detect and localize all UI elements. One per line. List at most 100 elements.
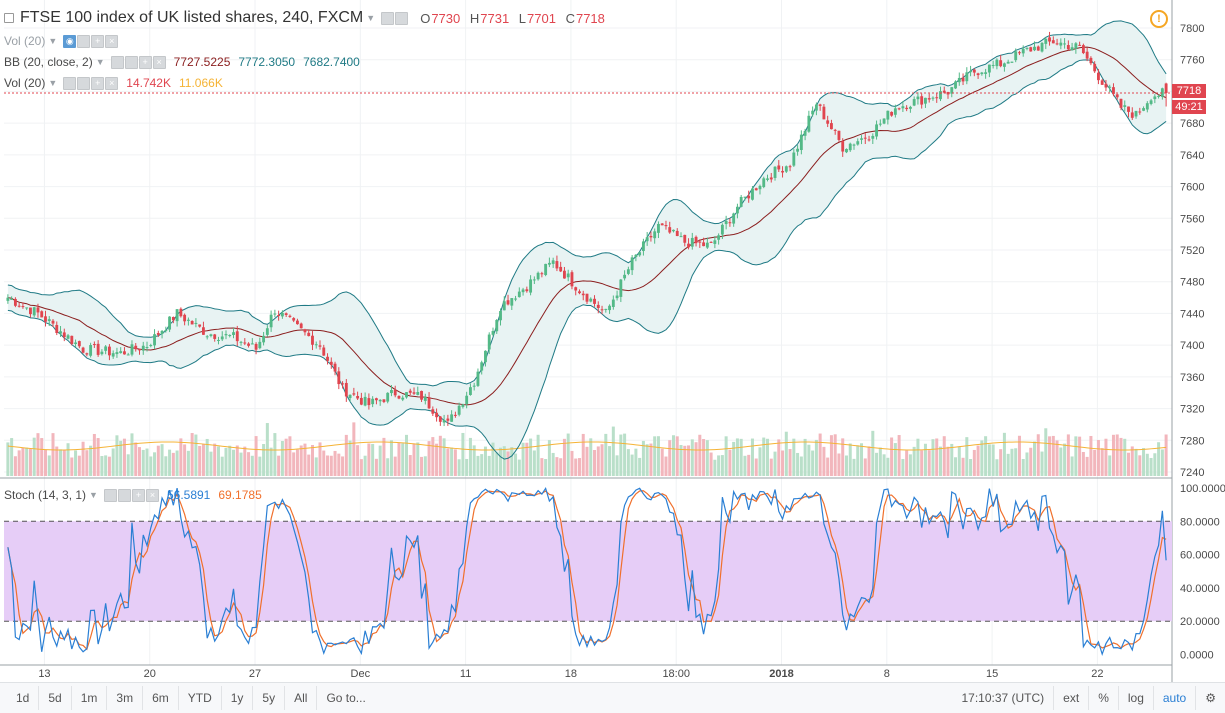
candle-body [153, 334, 156, 346]
candle-body [893, 108, 897, 115]
alert-icon[interactable]: ! [1150, 10, 1168, 28]
volume-bar [972, 449, 976, 476]
visibility-icon[interactable] [110, 55, 124, 69]
candle-body [198, 324, 202, 327]
volume-bar [920, 450, 924, 476]
candle-body [807, 115, 811, 132]
range-1d[interactable]: 1d [0, 686, 40, 710]
volume-bar [389, 440, 393, 476]
candle-body [258, 341, 262, 349]
range-1y[interactable]: 1y [222, 686, 254, 710]
volume-bar [916, 438, 920, 476]
x-tick-label: 11 [460, 668, 471, 680]
settings-icon[interactable] [77, 34, 91, 48]
candle-body [841, 141, 845, 152]
volume-bar [867, 446, 871, 476]
volume-bar [450, 447, 454, 476]
candle-body [1029, 47, 1033, 52]
symbol-dropdown-icon[interactable]: ▼ [366, 13, 376, 23]
volume-bar [1130, 446, 1134, 476]
range-5d[interactable]: 5d [39, 686, 72, 710]
volume-bar [777, 439, 781, 476]
ext-button[interactable]: ext [1054, 686, 1090, 710]
candle-body [239, 341, 243, 343]
clock-time[interactable]: 17:10:37 (UTC) [952, 686, 1055, 710]
close-icon[interactable]: × [105, 34, 119, 48]
candle-body [499, 311, 502, 321]
chart-canvas[interactable]: 7800776077207680764076007560752074807440… [0, 0, 1225, 682]
bb-label[interactable]: BB (20, close, 2) [4, 55, 93, 69]
x-tick-label: 18:00 [662, 668, 690, 680]
settings-icon[interactable] [124, 55, 138, 69]
volume-bar [1074, 436, 1078, 476]
bb-dropdown-icon[interactable]: ▼ [95, 57, 105, 67]
visibility-icon[interactable]: ◉ [63, 34, 77, 48]
vol-hidden-dropdown-icon[interactable]: ▼ [48, 36, 58, 46]
range-6m[interactable]: 6m [143, 686, 179, 710]
volume-bar [310, 444, 314, 476]
volume-bar [247, 452, 251, 476]
volume-bar [649, 443, 653, 476]
range-5y[interactable]: 5y [253, 686, 286, 710]
visibility-icon[interactable] [103, 488, 117, 502]
volume-bar [205, 438, 209, 476]
candle-body [397, 395, 401, 399]
close-icon[interactable]: × [145, 488, 159, 502]
vol-dropdown-icon[interactable]: ▼ [48, 78, 58, 88]
add-icon[interactable]: + [138, 55, 152, 69]
visibility-icon[interactable] [63, 76, 77, 90]
settings-icon[interactable] [77, 76, 91, 90]
volume-bar [1014, 448, 1018, 476]
volume-bar [307, 454, 311, 476]
settings-icon[interactable] [117, 488, 131, 502]
add-icon[interactable]: + [131, 488, 145, 502]
volume-bar [634, 448, 638, 476]
candle-body [190, 321, 194, 325]
chart-collapse-icon[interactable] [4, 13, 14, 23]
candle-body [611, 299, 615, 307]
vol-hidden-label[interactable]: Vol (20) [4, 34, 46, 48]
volume-bar [326, 455, 330, 476]
volume-bar [472, 445, 476, 476]
candle-body [623, 274, 627, 279]
candle-body [344, 382, 348, 397]
auto-button[interactable]: auto [1154, 686, 1197, 710]
volume-bar [250, 455, 254, 476]
log-button[interactable]: log [1119, 686, 1154, 710]
candle-body [698, 241, 702, 243]
volume-bar [59, 449, 63, 476]
range-ytd[interactable]: YTD [179, 686, 222, 710]
candle-body [386, 392, 390, 402]
goto-button[interactable]: Go to... [326, 691, 366, 705]
volume-bar [735, 438, 739, 476]
volume-bar [386, 458, 390, 476]
volume-bar [818, 433, 822, 476]
vol-label[interactable]: Vol (20) [4, 76, 46, 90]
format-icon[interactable] [395, 11, 409, 25]
volume-bar [1059, 447, 1063, 476]
volume-bar [21, 447, 25, 476]
volume-bar [66, 443, 70, 476]
range-1m[interactable]: 1m [72, 686, 108, 710]
candle-body [40, 311, 44, 318]
volume-bar [882, 454, 886, 476]
stoch-dropdown-icon[interactable]: ▼ [89, 490, 98, 500]
volume-bar [536, 434, 540, 476]
settings-icon[interactable] [381, 11, 395, 25]
settings-icon[interactable]: ⚙ [1205, 691, 1216, 705]
candle-body [525, 289, 529, 292]
stoch-label[interactable]: Stoch (14, 3, 1) [4, 488, 87, 502]
close-icon[interactable]: × [152, 55, 166, 69]
range-3m[interactable]: 3m [107, 686, 144, 710]
range-all[interactable]: All [285, 686, 318, 710]
volume-bar [348, 440, 352, 476]
add-icon[interactable]: + [91, 76, 105, 90]
percent-button[interactable]: % [1089, 686, 1119, 710]
close-icon[interactable]: × [105, 76, 119, 90]
stoch-y-tick-label: 100.0000 [1180, 483, 1225, 495]
volume-bar [416, 442, 420, 476]
add-icon[interactable]: + [91, 34, 105, 48]
candle-body [1018, 52, 1021, 54]
candle-body [1033, 46, 1036, 51]
candle-body [333, 363, 337, 372]
